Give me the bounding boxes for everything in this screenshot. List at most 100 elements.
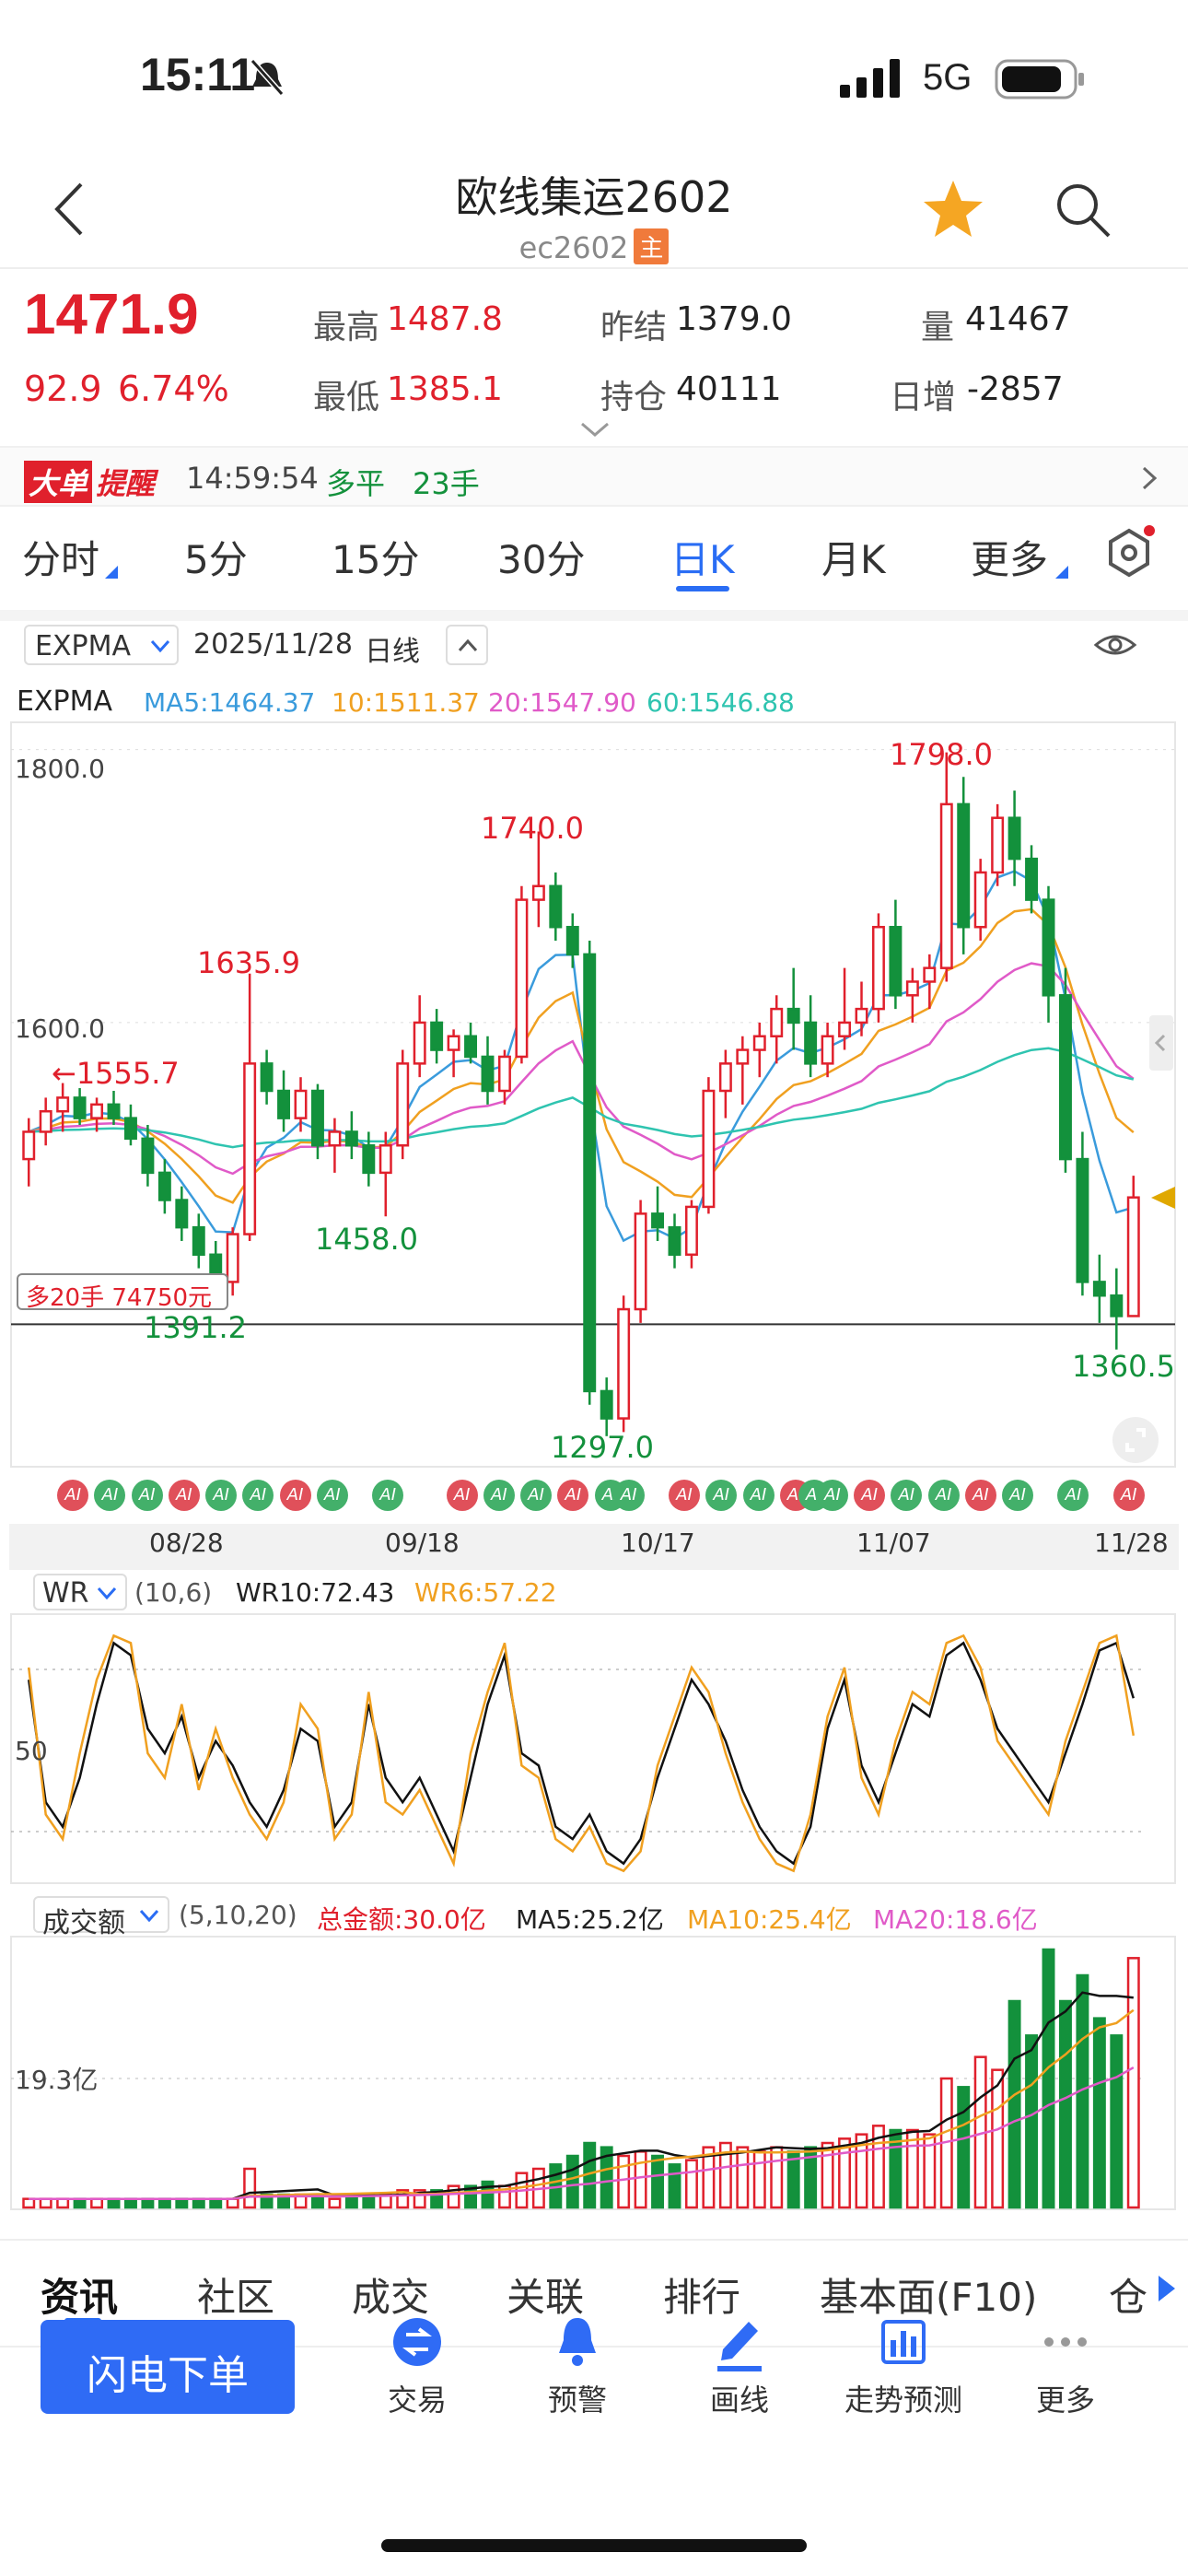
expma-name: EXPMA (17, 685, 113, 718)
position-label[interactable]: 多20手 74750元 (17, 1273, 228, 1312)
candle-body (277, 1089, 291, 1119)
turnover-select[interactable]: 成交额 (33, 1896, 169, 1939)
ai-marker-icon[interactable]: AI (372, 1480, 404, 1511)
candle-body (668, 1225, 681, 1257)
ai-marker-icon[interactable]: AI (854, 1480, 886, 1511)
more-button[interactable]: 更多 (987, 2313, 1144, 2419)
tab-5min[interactable]: 5分 (184, 537, 248, 582)
turnover-bar (871, 2125, 885, 2209)
tab-related[interactable]: 关联 (507, 2275, 585, 2320)
tab-15min[interactable]: 15分 (332, 537, 420, 582)
tab-news[interactable]: 资讯 (41, 2275, 119, 2320)
battery-icon (995, 59, 1084, 100)
flash-order-label: 闪电下单 (87, 2352, 249, 2399)
big-order-alert-bar[interactable]: 大单 提醒 14:59:54 多平 23手 (0, 446, 1188, 507)
turnover-chart[interactable] (0, 1935, 1188, 2211)
alert-button[interactable]: 预警 (499, 2313, 656, 2419)
status-time: 15:11 (140, 49, 256, 100)
wr-chart[interactable] (0, 1612, 1188, 1889)
ai-marker-icon[interactable]: AI (1057, 1480, 1089, 1511)
back-icon[interactable] (46, 177, 92, 241)
ai-marker-icon[interactable]: AI (1002, 1480, 1034, 1511)
ai-marker-icon[interactable]: AI (131, 1480, 163, 1511)
turnover-bar (481, 2180, 495, 2209)
candle-body (600, 1389, 613, 1420)
tab-position[interactable]: 仓 (1109, 2275, 1148, 2320)
ai-marker-icon[interactable]: AI (94, 1480, 126, 1511)
ai-marker-icon[interactable]: AI (964, 1480, 996, 1511)
ai-marker-icon[interactable]: AI (520, 1480, 553, 1511)
main-contract-badge: 主 (634, 228, 670, 264)
candle-body (702, 1089, 716, 1209)
tab-fundamentals[interactable]: 基本面(F10) (820, 2275, 1038, 2320)
turnover-bar (702, 2146, 716, 2209)
predict-button[interactable]: 走势预测 (825, 2313, 982, 2419)
side-handle-icon[interactable] (1147, 1015, 1175, 1071)
turnover-bar (107, 2197, 121, 2209)
tab-more[interactable]: 更多 (971, 537, 1049, 582)
candlestick-chart[interactable] (0, 719, 1188, 1483)
ma20-line (29, 962, 1135, 1176)
candle-body (617, 1307, 631, 1420)
ai-marker-icon[interactable]: AI (446, 1480, 478, 1511)
ai-marker-icon[interactable]: AI (483, 1480, 515, 1511)
search-icon[interactable] (1050, 177, 1114, 241)
candle-body (310, 1089, 324, 1147)
eye-icon[interactable] (1092, 628, 1138, 662)
settings-hexagon-icon[interactable] (1101, 525, 1157, 580)
ai-marker-icon[interactable]: AI (316, 1480, 348, 1511)
axis-label-1800: 1800.0 (15, 754, 105, 784)
tab-ranking[interactable]: 排行 (663, 2275, 741, 2320)
flash-order-button[interactable]: 闪电下单 (41, 2320, 295, 2414)
wr-params: (10,6) (134, 1577, 213, 1608)
fullscreen-icon[interactable] (1111, 1415, 1160, 1465)
candle-body (1007, 816, 1021, 861)
ai-marker-icon[interactable]: AI (1112, 1480, 1145, 1511)
candle-body (447, 1035, 460, 1051)
expand-chevron-icon[interactable] (578, 420, 611, 439)
trade-button[interactable]: 交易 (339, 2313, 495, 2419)
ai-marker-icon[interactable]: AI (669, 1480, 701, 1511)
ai-marker-icon[interactable]: AI (927, 1480, 960, 1511)
ai-marker-icon[interactable]: AI (557, 1480, 589, 1511)
turnover-bar (565, 2154, 579, 2209)
ai-marker-icon[interactable]: AI (279, 1480, 311, 1511)
wr-axis-50: 50 (15, 1736, 48, 1766)
date-label: 09/18 (385, 1528, 460, 1558)
tab-monthly-k[interactable]: 月K (821, 537, 886, 582)
wr-select[interactable]: WR (33, 1574, 127, 1610)
candle-body (786, 1007, 800, 1025)
ai-marker-icon[interactable]: AI (742, 1480, 775, 1511)
ai-marker-icon[interactable]: AI (57, 1480, 89, 1511)
candle-body (1076, 1157, 1089, 1283)
volume-label: 量 (921, 309, 955, 346)
ai-marker-icon[interactable]: AI (816, 1480, 848, 1511)
tab-daily-k[interactable]: 日K (670, 537, 735, 582)
indicator-select[interactable]: EXPMA (24, 625, 179, 665)
tab-timeshare[interactable]: 分时 (22, 537, 100, 582)
turnover-bar (600, 2146, 613, 2209)
ai-marker-icon[interactable]: AI (891, 1480, 923, 1511)
favorite-star-icon[interactable] (921, 177, 985, 241)
ai-marker-icon[interactable]: AI (612, 1480, 645, 1511)
scroll-right-icon[interactable] (1157, 2274, 1177, 2303)
candle-body (294, 1089, 308, 1119)
ai-marker-icon[interactable]: AI (168, 1480, 200, 1511)
turnover-bar (39, 2197, 52, 2209)
ai-marker-icon[interactable]: AI (242, 1480, 274, 1511)
tab-trades[interactable]: 成交 (352, 2275, 430, 2320)
ai-marker-icon[interactable]: AI (205, 1480, 238, 1511)
draw-button[interactable]: 画线 (661, 2313, 818, 2419)
candle-body (531, 884, 545, 901)
ma20-value: 20:1547.90 (488, 687, 636, 718)
tab-community[interactable]: 社区 (197, 2275, 275, 2320)
turnover-bar (957, 2086, 971, 2209)
tab-30min[interactable]: 30分 (497, 537, 586, 582)
annotation-low-1391: 1391.2 (144, 1310, 247, 1345)
wr-name: WR (42, 1577, 89, 1610)
candle-body (804, 1021, 818, 1065)
turnover-bar (770, 2146, 784, 2209)
ai-marker-icon[interactable]: AI (705, 1480, 738, 1511)
collapse-button[interactable] (446, 625, 488, 665)
candle-body (328, 1130, 342, 1147)
